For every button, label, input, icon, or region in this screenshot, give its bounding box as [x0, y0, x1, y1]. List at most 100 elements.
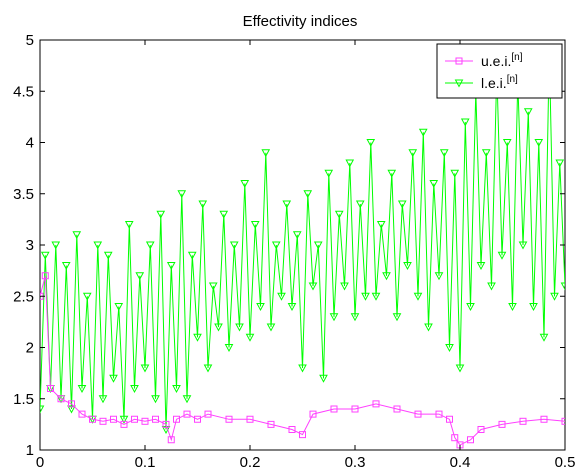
y-tick-label: 1	[26, 442, 34, 459]
data-point-l-e-i	[534, 139, 544, 148]
data-point-l-e-i	[371, 292, 381, 301]
data-point-l-e-i	[329, 313, 339, 322]
data-point-u-e-i	[110, 415, 117, 423]
data-point-l-e-i	[140, 364, 150, 373]
data-point-l-e-i	[487, 282, 496, 291]
legend-box	[436, 43, 563, 99]
data-point-u-e-i	[267, 420, 275, 428]
data-point-u-e-i	[393, 405, 401, 413]
data-point-l-e-i	[508, 303, 517, 312]
legend-superscript: [n]	[511, 52, 522, 63]
y-tick-label: 4.5	[13, 83, 34, 100]
data-point-l-e-i	[224, 344, 234, 353]
data-point-l-e-i	[397, 200, 407, 209]
data-point-u-e-i	[414, 410, 422, 418]
data-point-l-e-i	[203, 364, 213, 373]
data-point-u-e-i	[372, 400, 380, 408]
data-point-l-e-i	[240, 180, 250, 189]
data-point-l-e-i	[266, 323, 276, 332]
data-point-l-e-i	[40, 251, 50, 260]
data-point-l-e-i	[156, 210, 166, 219]
data-point-l-e-i	[466, 303, 475, 312]
data-point-l-e-i	[392, 313, 402, 322]
data-point-l-e-i	[387, 169, 397, 178]
data-point-l-e-i	[382, 272, 391, 281]
series-layer	[40, 46, 565, 449]
x-tick-label: 0.1	[135, 454, 156, 471]
data-point-u-e-i	[519, 417, 527, 425]
data-point-l-e-i	[82, 292, 92, 301]
legend-marker-u-e-i	[455, 57, 463, 65]
data-point-l-e-i	[135, 272, 145, 281]
y-tick-label: 5	[26, 32, 34, 49]
data-point-l-e-i	[124, 221, 134, 230]
data-point-l-e-i	[109, 374, 118, 383]
data-point-l-e-i	[334, 210, 344, 219]
data-point-l-e-i	[445, 344, 454, 353]
data-point-u-e-i	[299, 431, 306, 439]
data-point-l-e-i	[345, 159, 355, 168]
legend-marker-l-e-i	[454, 79, 464, 88]
data-point-l-e-i	[481, 149, 491, 158]
data-point-l-e-i	[214, 323, 223, 332]
data-point-u-e-i	[194, 415, 201, 423]
x-tick-label: 0	[36, 454, 44, 471]
data-point-l-e-i	[130, 385, 139, 394]
data-point-l-e-i	[560, 282, 565, 291]
data-point-l-e-i	[51, 241, 61, 250]
series-u-e-i	[40, 272, 565, 449]
data-point-l-e-i	[282, 200, 292, 209]
data-point-u-e-i	[162, 420, 170, 428]
data-point-u-e-i	[451, 434, 459, 442]
data-point-u-e-i	[351, 405, 359, 413]
data-point-l-e-i	[350, 313, 360, 322]
series-l-e-i	[40, 46, 565, 435]
data-point-l-e-i	[439, 149, 449, 158]
data-point-l-e-i	[413, 292, 423, 301]
data-point-l-e-i	[424, 323, 433, 332]
x-tick-label: 0.4	[450, 454, 471, 471]
data-point-l-e-i	[261, 149, 271, 158]
data-point-u-e-i	[173, 415, 180, 423]
data-point-u-e-i	[47, 385, 54, 392]
data-point-l-e-i	[193, 333, 202, 342]
data-point-l-e-i	[250, 221, 260, 230]
y-tick-label: 4	[26, 135, 34, 152]
data-point-l-e-i	[72, 231, 82, 240]
data-point-l-e-i	[455, 364, 465, 373]
data-point-l-e-i	[98, 395, 108, 404]
data-point-l-e-i	[502, 139, 512, 148]
data-point-l-e-i	[355, 200, 365, 209]
data-point-l-e-i	[366, 139, 376, 148]
data-point-l-e-i	[145, 241, 155, 250]
data-point-l-e-i	[166, 262, 176, 271]
data-point-l-e-i	[418, 128, 428, 137]
chart-title: Effectivity indices	[243, 13, 358, 30]
data-point-u-e-i	[246, 415, 254, 423]
data-point-u-e-i	[446, 415, 453, 423]
data-point-u-e-i	[477, 426, 485, 433]
data-point-l-e-i	[529, 303, 538, 312]
data-point-l-e-i	[114, 303, 124, 312]
data-point-l-e-i	[172, 385, 181, 394]
data-point-l-e-i	[340, 282, 349, 291]
data-point-l-e-i	[403, 262, 412, 271]
series-line-u-e-i	[40, 275, 565, 446]
data-point-l-e-i	[476, 262, 486, 271]
data-point-u-e-i	[183, 410, 191, 418]
data-point-u-e-i	[435, 410, 443, 418]
data-point-u-e-i	[57, 395, 65, 403]
data-point-l-e-i	[219, 210, 229, 219]
legend: u.e.i.[n]l.e.i.[n]	[436, 43, 563, 99]
data-point-u-e-i	[467, 436, 474, 444]
data-point-u-e-i	[68, 400, 75, 408]
series-line-l-e-i	[40, 50, 565, 430]
data-point-l-e-i	[324, 169, 334, 178]
legend-superscript: [n]	[507, 74, 518, 85]
data-point-l-e-i	[40, 405, 45, 414]
y-tick-label: 2	[26, 340, 34, 357]
data-point-u-e-i	[131, 415, 138, 423]
x-tick-label: 0.3	[345, 454, 366, 471]
data-point-u-e-i	[225, 415, 233, 423]
data-point-l-e-i	[550, 292, 559, 301]
